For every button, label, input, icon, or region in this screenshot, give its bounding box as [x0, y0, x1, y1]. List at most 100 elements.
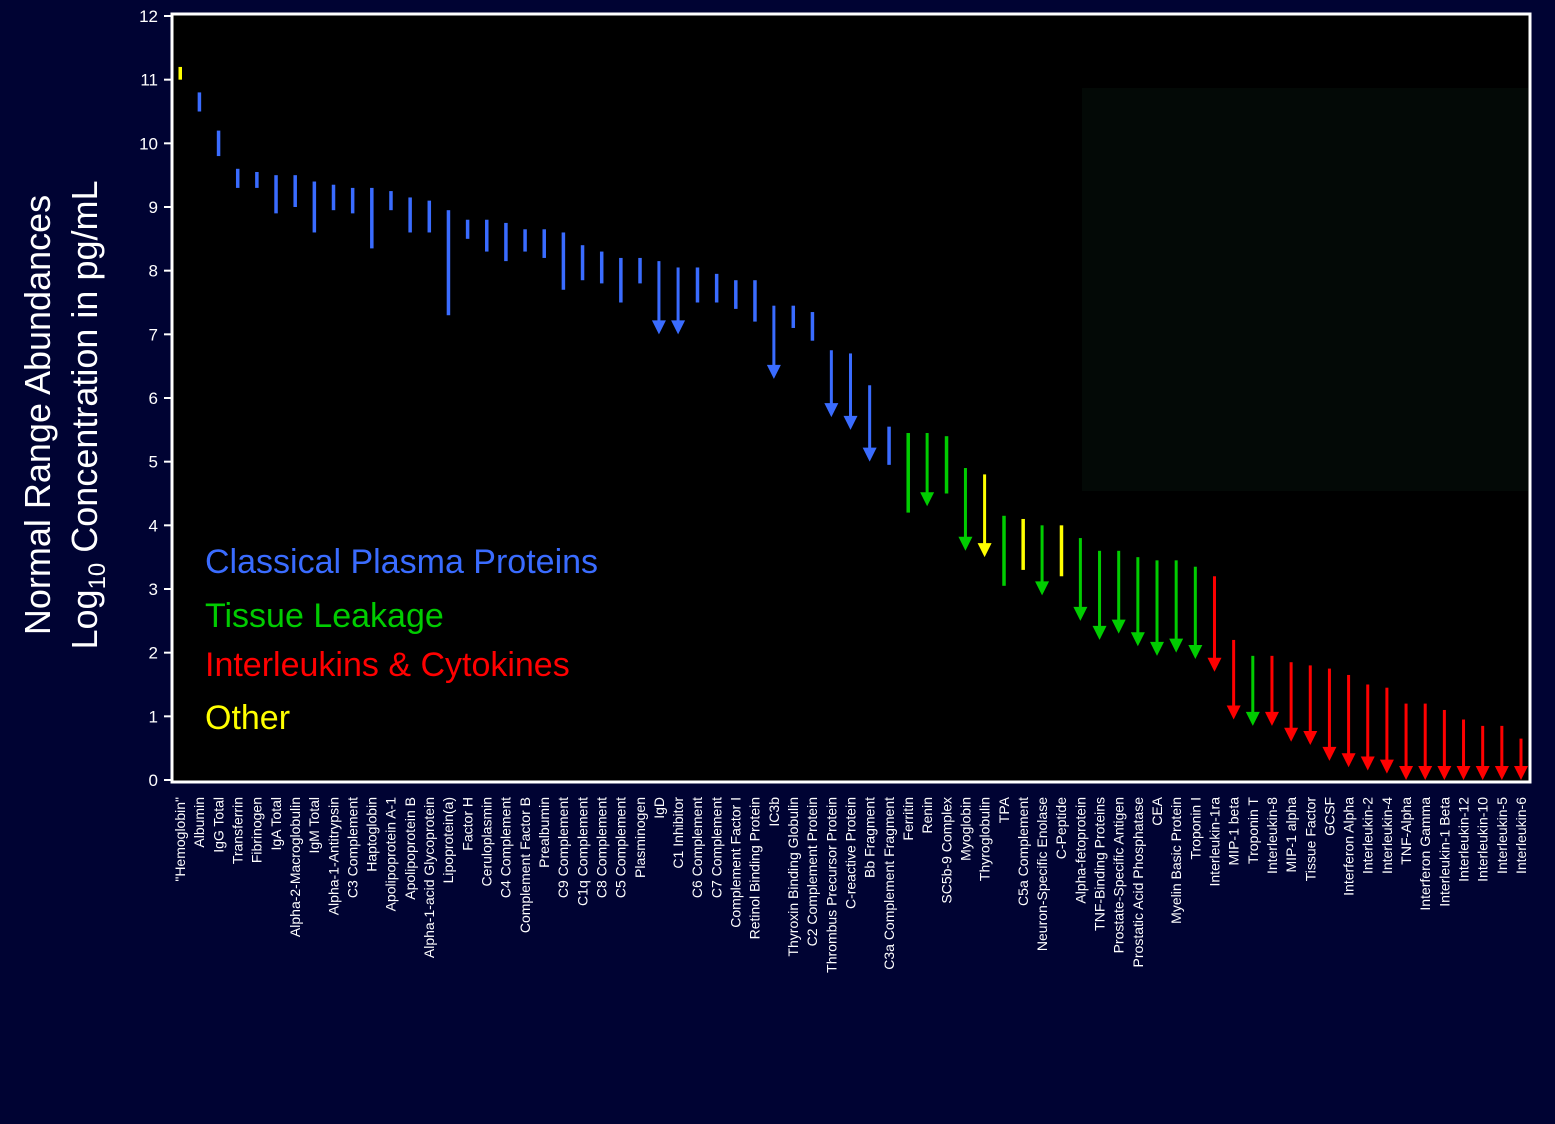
x-category-label: Fibrinogen	[249, 797, 265, 863]
range-bar-line	[1059, 525, 1064, 577]
range-bar-line	[408, 197, 412, 233]
range-bar-line	[1404, 703, 1408, 768]
range-bar-arrowhead	[1264, 711, 1279, 726]
range-bar	[714, 273, 719, 303]
range-bar	[638, 257, 642, 284]
x-category-label: Alpha-1-Antitrypsin	[325, 797, 341, 915]
range-bar-line	[370, 187, 374, 249]
x-category-label: Lipoprotein(a)	[440, 797, 456, 883]
x-category-label: MIP-1 alpha	[1283, 797, 1299, 873]
range-bar	[1207, 576, 1222, 672]
y-tick-label: 7	[149, 325, 158, 344]
range-bar-line	[829, 350, 833, 406]
range-bar	[1264, 655, 1279, 726]
x-category-label: IgA Total	[268, 797, 284, 850]
range-bar	[1284, 662, 1299, 742]
x-category-label: IgD	[651, 797, 667, 819]
range-bar	[178, 66, 182, 80]
range-bar-line	[906, 433, 910, 513]
x-category-label: Ferritin	[900, 797, 916, 841]
x-category-label: Renin	[919, 797, 935, 834]
range-bar	[312, 181, 317, 233]
x-category-label: IgM Total	[306, 797, 322, 854]
x-category-label: IC3b	[766, 797, 782, 827]
range-bar-arrowhead	[824, 403, 839, 418]
range-bar-line	[983, 474, 987, 546]
range-bar	[255, 171, 259, 188]
x-category-label: Apolipoprotein A-1	[383, 797, 399, 912]
range-bar-line	[887, 426, 891, 465]
x-category-label: Alpha-2-Macroglobulin	[287, 797, 303, 937]
range-bar-line	[1385, 687, 1389, 762]
range-bar	[651, 261, 666, 335]
range-bar	[1456, 719, 1471, 780]
range-bar	[580, 245, 585, 281]
x-category-label: C8 Complement	[593, 797, 609, 898]
y-tick-label: 0	[149, 771, 158, 790]
x-category-label: Myelin Basic Protein	[1168, 797, 1184, 924]
range-bar-arrowhead	[1092, 625, 1107, 640]
y-tick-label: 6	[149, 389, 158, 408]
range-bar-line	[714, 273, 719, 303]
x-category-label: GCSF	[1321, 797, 1337, 836]
range-bar-line	[1500, 725, 1504, 768]
x-category-label: CEA	[1149, 796, 1165, 825]
range-bar-line	[274, 175, 278, 214]
range-bar	[427, 200, 432, 233]
x-category-label: Interleukin-6	[1513, 797, 1529, 874]
range-bar-line	[1308, 665, 1312, 733]
range-bar	[824, 350, 839, 418]
range-bar	[1021, 518, 1025, 570]
range-bar	[504, 222, 508, 262]
range-bar-line	[1117, 550, 1121, 622]
x-category-label: Interleukin-1 Beta	[1436, 797, 1452, 907]
range-bar-line	[1366, 684, 1370, 759]
plot-inner-shade	[1082, 88, 1528, 491]
range-bar-line	[1193, 566, 1197, 648]
range-bar	[293, 175, 297, 207]
range-bar-line	[657, 261, 661, 323]
x-category-label: C1 Inhibitor	[670, 797, 686, 869]
range-bar-arrowhead	[1284, 727, 1299, 742]
range-bar-line	[1347, 674, 1351, 756]
range-bar	[1111, 550, 1126, 634]
range-bar-line	[791, 305, 796, 328]
x-category-label: Retinol Binding Protein	[747, 797, 763, 939]
x-category-label: Complement Factor I	[728, 797, 744, 928]
range-bar	[561, 232, 566, 290]
range-bar-line	[1462, 719, 1466, 768]
range-bar	[920, 433, 935, 507]
range-bar-line	[1002, 515, 1006, 586]
range-bar-line	[580, 245, 585, 281]
range-bar	[1418, 703, 1433, 780]
legend-label-tissue: Tissue Leakage	[205, 597, 444, 635]
range-bar-arrowhead	[1399, 766, 1414, 780]
range-bar	[274, 175, 278, 214]
range-bar-arrowhead	[958, 536, 973, 551]
range-bar-arrowhead	[1360, 756, 1375, 771]
range-bar-line	[465, 219, 470, 239]
y-tick-label: 11	[140, 71, 158, 90]
range-bar-line	[561, 232, 566, 290]
x-category-label: Ceruloplasmin	[479, 797, 495, 886]
range-bar	[1092, 550, 1107, 640]
range-bar	[906, 433, 910, 513]
y-tick-label: 5	[149, 453, 158, 472]
x-category-label: C-Peptide	[1053, 797, 1069, 859]
x-category-label: Alpha-1-acid Glycoprotein	[421, 797, 437, 958]
x-category-label: C1q Complement	[574, 797, 590, 906]
range-bar	[331, 184, 336, 211]
x-category-label: IgG Total	[210, 797, 226, 853]
x-axis-labels: "Hemoglobin" Albumin IgG Total Transferrin F…	[172, 796, 1529, 972]
y-tick-label: 9	[149, 198, 158, 217]
range-bar	[1169, 560, 1184, 653]
range-bar-line	[1251, 655, 1255, 714]
range-bar	[887, 426, 891, 465]
range-bar-line	[734, 280, 738, 309]
range-bar	[1360, 684, 1375, 771]
range-bar	[542, 229, 546, 258]
x-category-label: Plasminogen	[632, 797, 648, 878]
x-category-label: Complement Factor B	[517, 797, 533, 933]
range-bar-arrowhead	[671, 320, 686, 335]
